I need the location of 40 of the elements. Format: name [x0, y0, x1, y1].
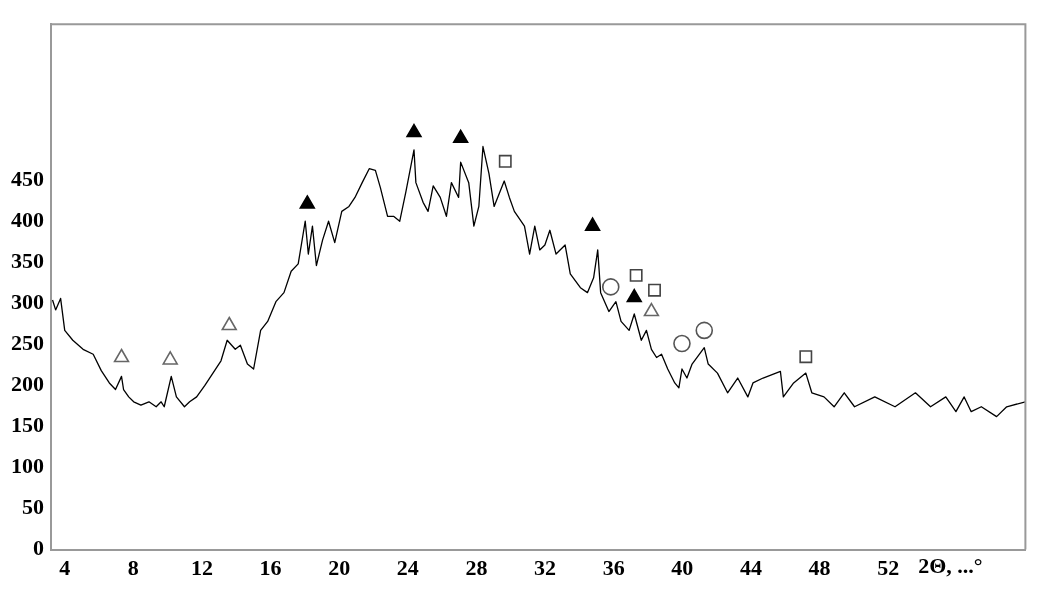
- point: [406, 123, 422, 138]
- point: [498, 154, 512, 168]
- point: [673, 334, 691, 353]
- point: [601, 278, 620, 296]
- y-tick-label: 150: [11, 412, 44, 438]
- y-tick-label: 200: [11, 371, 44, 397]
- x-tick-label: 20: [328, 555, 351, 581]
- point: [113, 348, 130, 363]
- x-tick-label: 16: [259, 555, 282, 581]
- x-tick-label: 24: [396, 555, 419, 581]
- y-tick-label: 50: [22, 494, 44, 520]
- x-tick-label: 28: [465, 555, 488, 581]
- y-tick-label: 100: [11, 453, 44, 479]
- x-axis-title: 2Θ, ...°: [918, 553, 983, 579]
- point: [299, 195, 316, 209]
- x-tick-label: 52: [877, 555, 900, 581]
- y-tick-label: 250: [11, 330, 44, 356]
- y-tick-label: 450: [11, 165, 44, 191]
- point: [643, 302, 660, 317]
- x-tick-label: 4: [59, 555, 71, 581]
- y-tick-label: 300: [11, 289, 44, 315]
- point: [799, 350, 813, 364]
- x-tick-label: 32: [534, 555, 557, 581]
- x-tick-label: 12: [190, 555, 213, 581]
- point: [695, 321, 714, 340]
- y-tick-label: 0: [33, 535, 44, 561]
- x-tick-label: 48: [808, 555, 831, 581]
- x-tick-label: 44: [739, 555, 762, 581]
- y-tick-label: 400: [11, 206, 44, 232]
- y-tick-label: 350: [11, 247, 44, 273]
- point: [584, 217, 601, 231]
- x-tick-label: 36: [602, 555, 625, 581]
- x-tick-label: 40: [671, 555, 694, 581]
- point: [162, 351, 178, 365]
- point: [648, 283, 661, 297]
- point: [452, 129, 469, 144]
- point: [629, 268, 643, 282]
- x-tick-label: 8: [127, 555, 139, 581]
- point: [221, 316, 237, 331]
- point: [626, 288, 642, 303]
